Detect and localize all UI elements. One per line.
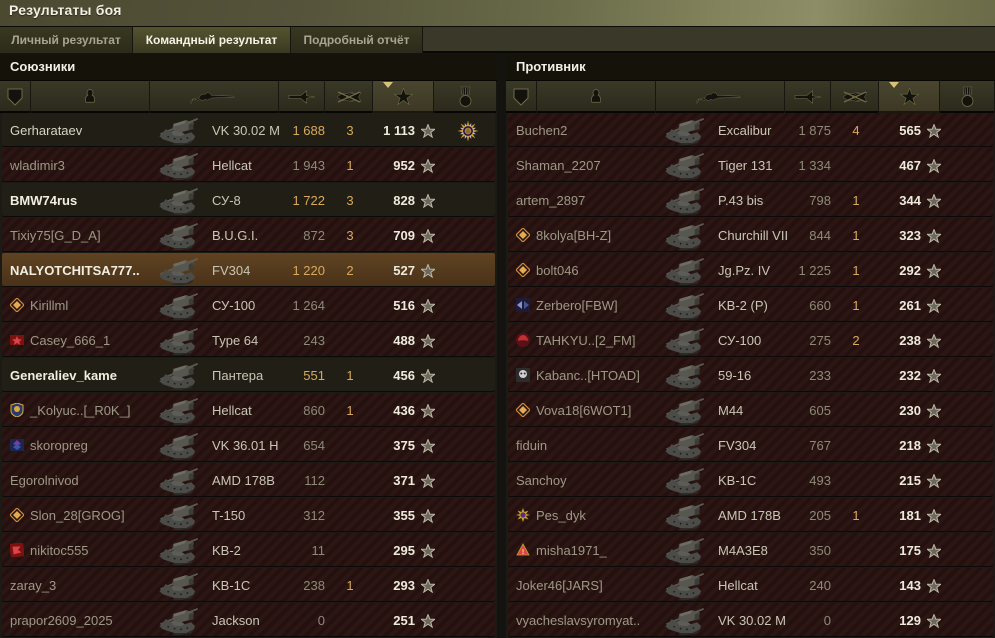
svg-text:!: ! — [522, 549, 524, 556]
